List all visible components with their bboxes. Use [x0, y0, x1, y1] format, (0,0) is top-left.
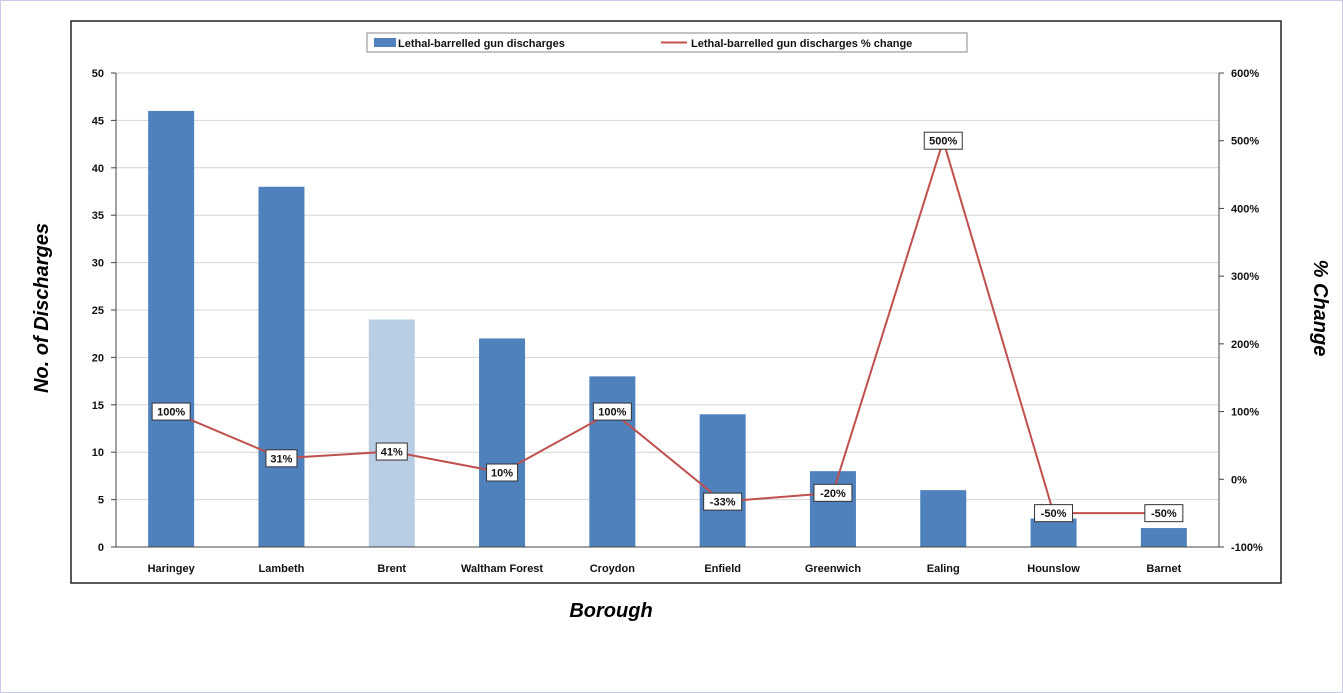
bar — [148, 110, 195, 548]
y-tick-label: 25 — [92, 305, 104, 317]
bars — [148, 110, 1187, 548]
legend-bar-label: Lethal-barrelled gun discharges — [398, 38, 565, 50]
legend-bar-swatch — [374, 38, 396, 47]
y-tick-label: 30 — [92, 258, 104, 270]
series-line — [170, 139, 1164, 515]
y2-tick-label: 500% — [1231, 136, 1259, 148]
axes — [111, 72, 1224, 548]
y-tick-label: 45 — [92, 115, 104, 127]
bar — [368, 319, 415, 547]
y-tick-label: 0 — [98, 542, 104, 554]
y-tick-label: 35 — [92, 210, 104, 222]
tick-labels: 0 5 10 15 20 25 30 35 40 45 50 -100% 0% 100% 200% 300% 4… — [92, 68, 1263, 575]
y-tick-label: 10 — [92, 447, 104, 459]
bar — [1030, 518, 1077, 547]
data-label-text: -20% — [820, 488, 846, 500]
x-tick-label: Lambeth — [259, 563, 305, 575]
y2-tick-label: 200% — [1231, 339, 1259, 351]
data-label-box — [703, 492, 743, 511]
data-label-box — [486, 463, 519, 482]
x-axis-title: Borough — [569, 600, 652, 622]
x-tick-label: Waltham Forest — [461, 563, 543, 575]
legend-line-label: Lethal-barrelled gun discharges % change — [691, 38, 912, 50]
bar — [589, 376, 636, 547]
y-tick-label: 50 — [92, 68, 104, 80]
data-label-text: 100% — [157, 407, 185, 419]
percent-line — [170, 139, 1164, 515]
y2-tick-label: 100% — [1231, 407, 1259, 419]
bar — [258, 186, 305, 547]
data-label-box — [151, 402, 191, 421]
x-tick-label: Brent — [377, 563, 406, 575]
x-tick-label: Greenwich — [805, 563, 862, 575]
x-tick-label: Barnet — [1146, 563, 1181, 575]
data-label: 31% — [265, 449, 298, 468]
data-label: 100% — [151, 402, 191, 421]
data-label: 10% — [486, 463, 519, 482]
bar — [920, 490, 967, 547]
y-tick-label: 40 — [92, 163, 104, 175]
data-label-text: 100% — [598, 407, 626, 419]
y2-tick-label: 300% — [1231, 271, 1259, 283]
x-tick-label: Ealing — [927, 563, 960, 575]
data-label-box — [265, 449, 298, 468]
y2-tick-label: 0% — [1231, 474, 1247, 486]
data-label-text: 10% — [491, 468, 513, 480]
data-label-text: -33% — [710, 497, 736, 509]
data-label-box — [813, 483, 853, 502]
bar — [1140, 528, 1187, 547]
y2-tick-label: 600% — [1231, 68, 1259, 80]
y2-tick-label: 400% — [1231, 203, 1259, 215]
x-tick-label: Haringey — [148, 563, 196, 575]
x-tick-label: Hounslow — [1027, 563, 1080, 575]
plot-panel — [70, 20, 1282, 584]
y-axis-title: No. of Discharges — [31, 223, 53, 393]
data-label: -50% — [1144, 504, 1184, 523]
data-label: -50% — [1034, 504, 1074, 523]
data-label: -33% — [703, 492, 743, 511]
data-label-text: -50% — [1041, 508, 1067, 520]
data-label-box — [592, 402, 632, 421]
data-label-box — [1144, 504, 1184, 523]
bar — [479, 338, 526, 547]
x-tick-label: Enfield — [704, 563, 741, 575]
bar — [809, 471, 856, 547]
data-label-text: -50% — [1151, 508, 1177, 520]
x-tick-label: Croydon — [590, 563, 636, 575]
y-tick-label: 20 — [92, 352, 104, 364]
y2-tick-label: -100% — [1231, 542, 1263, 554]
data-label: 41% — [375, 442, 408, 461]
y2-axis-title: % Change — [1309, 260, 1331, 357]
data-labels: 100% 31% 41% 10% 100% -33% -20% 500% -50% -50% — [151, 131, 1184, 523]
data-label: 100% — [592, 402, 632, 421]
data-label: -20% — [813, 483, 853, 502]
bar — [699, 414, 746, 547]
data-label-box — [1034, 504, 1074, 523]
y-tick-label: 5 — [98, 495, 104, 507]
data-label-box — [375, 442, 408, 461]
legend: Lethal-barrelled gun discharges Lethal-b… — [366, 32, 968, 53]
data-label-text: 41% — [381, 447, 403, 459]
data-label: 500% — [923, 131, 963, 150]
data-label-text: 500% — [929, 136, 957, 148]
data-label-box — [923, 131, 963, 150]
data-label-text: 31% — [270, 453, 292, 465]
y-tick-label: 15 — [92, 400, 104, 412]
